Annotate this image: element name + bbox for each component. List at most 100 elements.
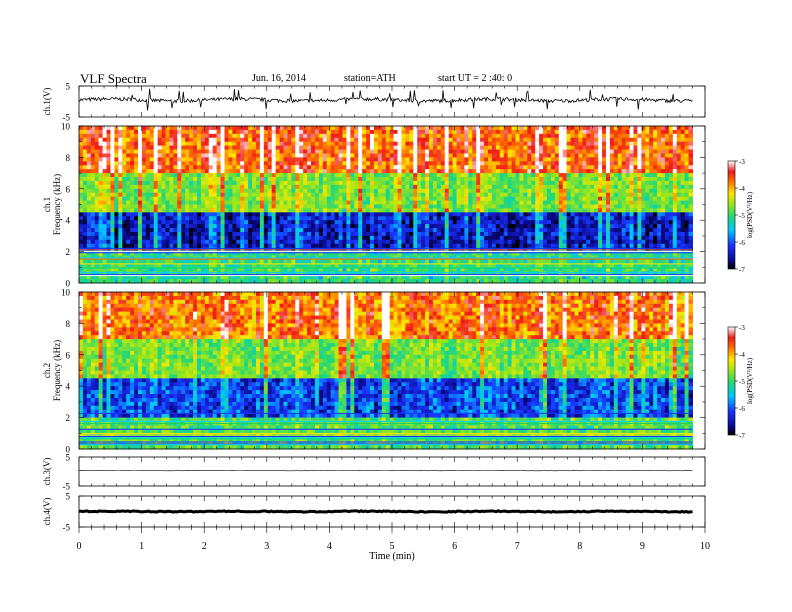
spectrogram-cell: [82, 204, 88, 209]
spectrogram-cell: [436, 228, 442, 233]
spectrogram-cell: [134, 177, 139, 182]
spectrogram-cell: [370, 204, 375, 209]
spectrogram-cell: [676, 145, 682, 151]
spectrogram-cell: [515, 169, 520, 174]
spectrogram-cell: [550, 247, 556, 253]
spectrogram-cell: [472, 173, 477, 178]
spectrogram-cell: [507, 129, 513, 135]
spectrogram-cell: [598, 239, 603, 245]
spectrogram-cell: [487, 173, 493, 178]
spectrogram-cell: [590, 243, 595, 249]
spectrogram-cell: [338, 184, 343, 190]
spectrogram-cell: [350, 228, 355, 233]
spectrogram-cell: [232, 126, 237, 131]
spectrogram-cell: [141, 173, 147, 178]
spectrogram-cell: [535, 161, 540, 166]
spectrogram-cell: [311, 153, 316, 158]
spectrogram-cell: [487, 126, 493, 131]
spectrogram-cell: [102, 149, 108, 154]
spectrogram-cell: [362, 126, 367, 131]
spectrogram-cell: [307, 129, 312, 135]
spectrogram-cell: [657, 235, 662, 241]
spectrogram-cell: [602, 192, 607, 198]
spectrogram-cell: [240, 153, 245, 158]
spectrogram-cell: [334, 239, 340, 245]
spectrogram-cell: [684, 165, 690, 170]
spectrogram-cell: [605, 239, 611, 245]
spectrogram-cell: [625, 216, 631, 221]
spectrogram-cell: [554, 228, 560, 233]
spectrogram-cell: [566, 231, 572, 237]
spectrogram-cell: [90, 153, 96, 158]
spectrogram-cell: [385, 243, 391, 249]
spectrogram-cell: [657, 129, 662, 135]
spectrogram-cell: [570, 220, 575, 225]
spectrogram-cell: [248, 235, 253, 241]
spectrogram-cell: [141, 165, 147, 170]
spectrogram-cell: [283, 231, 288, 237]
spectrogram-cell: [283, 224, 288, 229]
spectrogram-cell: [358, 228, 363, 233]
spectrogram-cell: [149, 220, 155, 225]
spectrogram-cell: [546, 188, 552, 194]
spectrogram-cell: [491, 133, 497, 139]
spectrogram-cell: [484, 153, 489, 158]
spectrogram-cell: [487, 196, 493, 202]
spectrogram-cell: [350, 153, 355, 158]
spectrogram-cell: [82, 196, 88, 202]
spectrogram-cell: [204, 220, 210, 225]
spectrogram-cell: [224, 133, 229, 139]
spectrogram-cell: [487, 192, 493, 198]
spectrogram-cell: [582, 133, 587, 139]
spectrogram-cell: [389, 231, 395, 237]
spectrogram-cell: [342, 141, 347, 147]
spectrogram-cell: [381, 239, 387, 245]
spectrogram-cell: [216, 173, 222, 178]
spectrogram-cell: [362, 192, 367, 198]
spectrogram-cell: [373, 192, 379, 198]
spectrogram-cell: [307, 243, 312, 249]
spectrogram-cell: [633, 228, 638, 233]
spectrogram-cell: [307, 208, 312, 213]
spectrogram-cell: [126, 188, 131, 194]
spectrogram-cell: [299, 184, 304, 190]
spectrogram-cell: [570, 208, 575, 213]
spectrogram-cell: [314, 141, 320, 147]
spectrogram-cell: [271, 149, 277, 154]
spectrogram-cell: [252, 231, 257, 237]
spectrogram-cell: [130, 157, 135, 162]
spectrogram-cell: [114, 184, 119, 190]
spectrogram-cell: [405, 173, 410, 178]
spectrogram-cell: [574, 141, 579, 147]
spectrogram-cell: [602, 212, 607, 217]
spectrogram-cell: [574, 137, 579, 143]
spectrogram-cell: [487, 161, 493, 166]
spectrogram-cell: [515, 145, 520, 151]
spectrogram-cell: [523, 133, 528, 139]
spectrogram-cell: [220, 165, 225, 170]
spectrogram-cell: [515, 157, 520, 162]
spectrogram-cell: [350, 141, 355, 147]
spectrogram-cell: [330, 177, 336, 182]
spectrogram-cell: [295, 161, 300, 166]
spectrogram-cell: [208, 247, 214, 253]
spectrogram-cell: [181, 204, 186, 209]
spectrogram-cell: [338, 161, 343, 166]
spectrogram-cell: [165, 200, 170, 205]
spectrogram-cell: [220, 200, 225, 205]
spectrogram-cell: [255, 141, 261, 147]
spectrogram-cell: [641, 243, 646, 249]
spectrogram-cell: [196, 200, 202, 205]
spectrogram-cell: [275, 133, 281, 139]
spectrogram-cell: [342, 188, 347, 194]
spectrogram-cell: [134, 247, 139, 253]
spectrogram-cell: [684, 239, 690, 245]
spectrogram-cell: [314, 161, 320, 166]
spectrogram-cell: [381, 224, 387, 229]
spectrogram-cell: [252, 239, 257, 245]
spectrogram-cell: [609, 239, 615, 245]
spectrogram-cell: [110, 173, 115, 178]
spectrogram-cell: [157, 153, 163, 158]
spectrogram-cell: [609, 212, 615, 217]
spectrogram-cell: [240, 239, 245, 245]
